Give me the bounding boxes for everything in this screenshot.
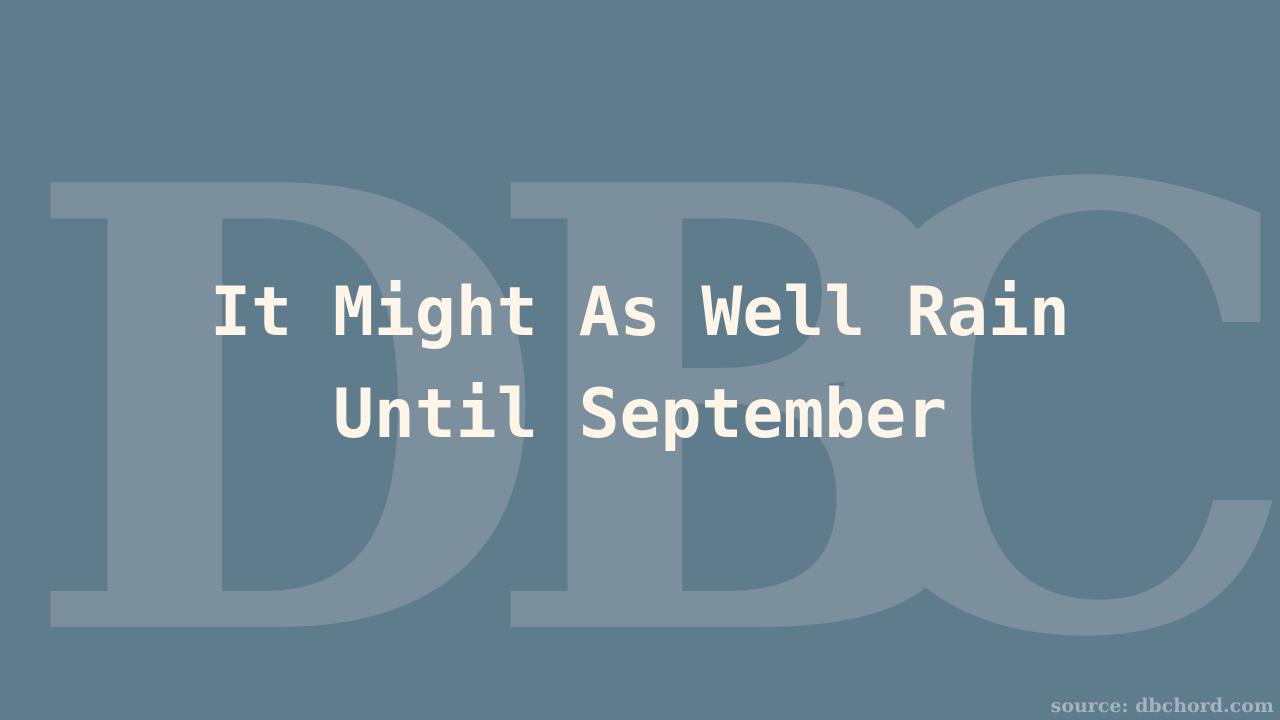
watermark-letter-d: D (22, 54, 551, 720)
source-credit: source: dbchord.com (1050, 695, 1274, 717)
song-title: It Might As Well Rain Until September (0, 262, 1280, 466)
watermark-letter-b: B (482, 54, 998, 720)
song-title-line-1: It Might As Well Rain (210, 273, 1070, 352)
song-title-line-2: Until September (332, 375, 948, 454)
watermark-letter-c: C (818, 54, 1280, 720)
